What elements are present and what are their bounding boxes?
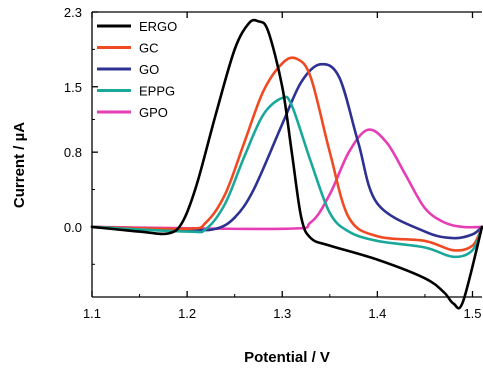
series-line-gpo: [90, 128, 483, 231]
legend-label-eppg: EPPG: [139, 84, 175, 99]
y-axis-title: Current / µA: [11, 122, 28, 208]
legend-label-gc: GC: [139, 41, 159, 56]
legend-label-ergo: ERGO: [139, 19, 177, 34]
legend-label-gpo: GPO: [139, 105, 168, 120]
x-tick-label: 1.5: [463, 306, 481, 321]
legend: ERGO GC GO EPPG GPO: [97, 19, 177, 120]
y-tick-label: 1.5: [64, 80, 82, 95]
x-tick-label: 1.2: [178, 306, 196, 321]
y-tick-label: 0.8: [64, 145, 82, 160]
data-layer: [90, 18, 483, 310]
x-tick-label: 1.1: [83, 306, 101, 321]
x-tick-label: 1.3: [273, 306, 291, 321]
y-tick-label: 0.0: [64, 220, 82, 235]
series-line-ergo: [90, 18, 483, 310]
x-axis-title: Potential / V: [244, 349, 330, 366]
series-line-go: [90, 62, 483, 240]
y-tick-label: 2.3: [64, 5, 82, 20]
series-line-eppg: [90, 95, 483, 259]
series-line-gc: [90, 56, 483, 252]
legend-label-go: GO: [139, 62, 159, 77]
axis-layer: 1.1 1.2 1.3 1.4 1.5 0.0 0.8 1.5 2.3: [64, 5, 482, 321]
x-tick-label: 1.4: [368, 306, 386, 321]
